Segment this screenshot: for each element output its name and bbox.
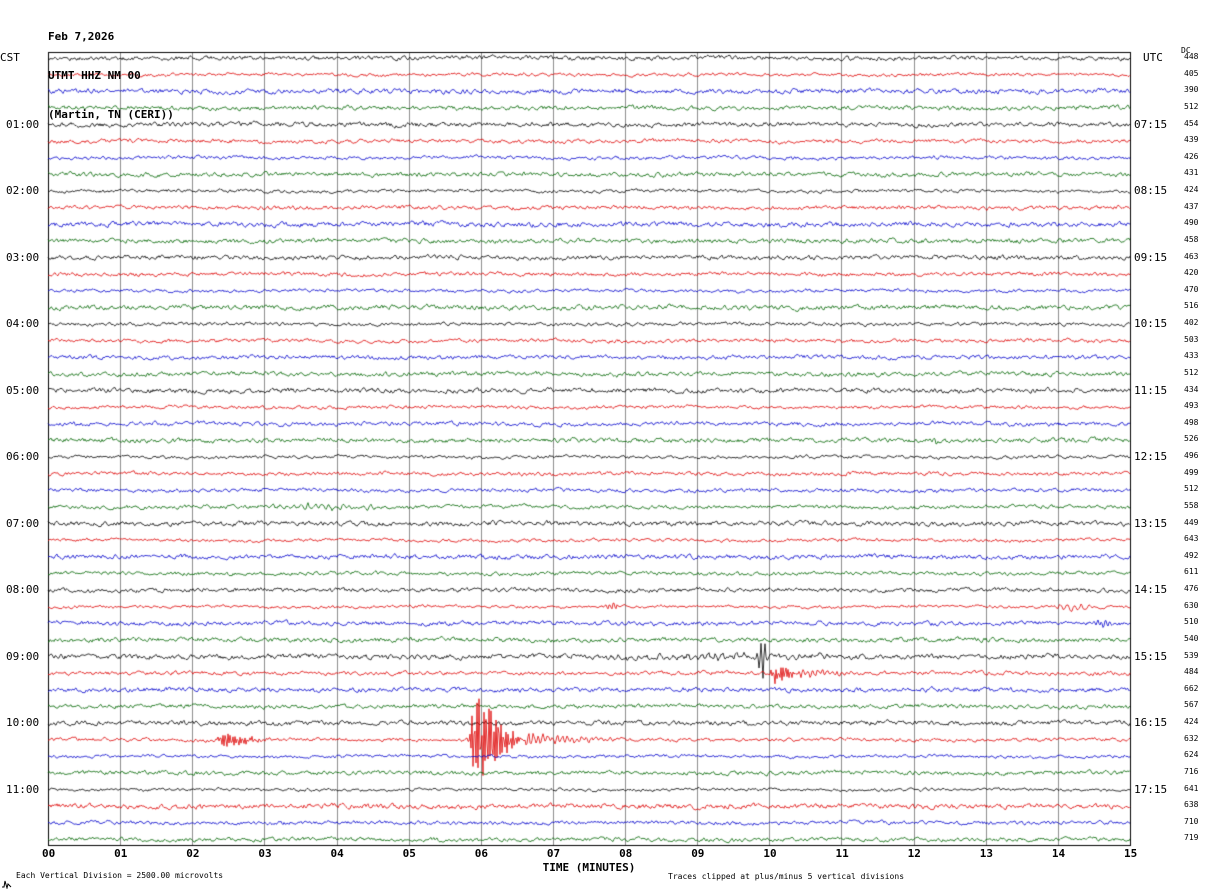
right-time-label: 10:15	[1134, 317, 1168, 331]
x-tick-label: 08	[619, 847, 633, 860]
x-tick-label: 11	[835, 847, 849, 860]
dc-value: 526	[1184, 434, 1199, 444]
dc-value: 567	[1184, 700, 1199, 710]
dc-value: 484	[1184, 667, 1199, 677]
dc-value: 641	[1184, 783, 1199, 793]
dc-value: 449	[1184, 517, 1199, 527]
scale-note: Each Vertical Division = 2500.00 microvo…	[16, 871, 224, 880]
x-tick-label: 06	[474, 847, 489, 860]
left-time-label: 06:00	[6, 450, 40, 464]
dc-column-header: DC	[1181, 46, 1191, 55]
header-station: UTMT HHZ NM 00	[48, 69, 141, 82]
dc-value: 448	[1184, 52, 1199, 61]
dc-value: 512	[1184, 367, 1199, 377]
left-time-label: 02:00	[6, 184, 40, 198]
dc-value: 420	[1184, 268, 1199, 278]
dc-value: 638	[1184, 800, 1199, 810]
right-time-label: UTC	[1143, 51, 1163, 64]
right-time-label: 12:15	[1134, 450, 1168, 464]
dc-value: 458	[1184, 234, 1199, 244]
x-tick-label: 02	[186, 847, 200, 860]
x-tick-label: 15	[1124, 847, 1138, 860]
dc-value: 490	[1184, 218, 1199, 228]
dc-value: 493	[1184, 401, 1199, 411]
dc-value: 390	[1184, 85, 1199, 95]
x-axis-title: TIME (MINUTES)	[542, 861, 636, 874]
x-tick-label: 12	[907, 847, 921, 860]
left-time-label: 05:00	[6, 383, 40, 397]
header: Feb 7,2026 UTMT HHZ NM 00 (Martin, TN (C…	[48, 4, 174, 134]
right-time-label: 11:15	[1134, 383, 1168, 397]
right-time-label: 14:15	[1134, 583, 1168, 597]
dc-value: 710	[1184, 816, 1199, 826]
dc-value: 643	[1184, 534, 1199, 544]
right-time-label: 13:15	[1134, 516, 1168, 530]
x-tick-label: 13	[979, 847, 993, 860]
dc-value: 716	[1184, 766, 1199, 776]
left-time-label: 11:00	[6, 782, 40, 796]
dc-value: 496	[1184, 451, 1199, 461]
right-time-label: 08:15	[1134, 184, 1168, 198]
dc-value: 470	[1184, 284, 1199, 294]
dc-value: 540	[1184, 633, 1199, 643]
x-tick-label: 07	[546, 847, 561, 860]
x-tick-label: 01	[114, 847, 128, 860]
dc-value: 454	[1184, 118, 1199, 128]
dc-value: 402	[1184, 318, 1199, 328]
right-time-label: 09:15	[1134, 250, 1168, 264]
dc-value: 499	[1184, 467, 1199, 477]
dc-value: 516	[1184, 301, 1199, 311]
dc-value: 463	[1184, 251, 1199, 261]
x-tick-label: 03	[258, 847, 272, 860]
left-time-label: 10:00	[6, 716, 40, 730]
right-time-label: 07:15	[1134, 117, 1168, 131]
dc-value: 424	[1184, 717, 1199, 727]
dc-value: 426	[1184, 151, 1199, 161]
dc-value: 476	[1184, 584, 1199, 594]
dc-value: 611	[1184, 567, 1199, 577]
dc-value: 624	[1184, 750, 1199, 760]
dc-value: 558	[1184, 500, 1199, 510]
clip-note: Traces clipped at plus/minus 5 vertical …	[668, 872, 905, 881]
right-time-label: 15:15	[1134, 649, 1168, 663]
left-time-label: 01:00	[6, 117, 40, 131]
x-tick-label: 10	[763, 847, 777, 860]
dc-value: 498	[1184, 417, 1199, 427]
dc-value: 510	[1184, 617, 1199, 627]
dc-value: 503	[1184, 334, 1199, 344]
dc-value: 512	[1184, 484, 1199, 494]
dc-value: 437	[1184, 201, 1199, 211]
x-tick-label: 09	[691, 847, 705, 860]
dc-value: 405	[1184, 68, 1199, 78]
left-time-label: CST	[0, 51, 20, 64]
right-time-label: 17:15	[1134, 782, 1168, 796]
dc-value: 719	[1184, 833, 1199, 843]
right-time-label: 16:15	[1134, 716, 1168, 730]
dc-value: 632	[1184, 733, 1199, 743]
x-tick-label: 00	[42, 847, 56, 860]
dc-value: 512	[1184, 101, 1199, 111]
dc-value: 434	[1184, 384, 1199, 394]
dc-value: 630	[1184, 600, 1199, 610]
left-time-label: 07:00	[6, 516, 40, 530]
header-location: (Martin, TN (CERI))	[48, 108, 174, 121]
x-tick-label: 04	[330, 847, 344, 860]
left-time-label: 04:00	[6, 317, 40, 331]
dc-value: 424	[1184, 185, 1199, 195]
dc-value: 439	[1184, 135, 1199, 145]
left-time-label: 09:00	[6, 649, 40, 663]
scale-mark-icon	[2, 874, 12, 893]
x-tick-label: 14	[1051, 847, 1066, 860]
x-tick-label: 05	[402, 847, 416, 860]
dc-value: 539	[1184, 650, 1199, 660]
left-time-label: 08:00	[6, 583, 40, 597]
dc-value: 492	[1184, 550, 1199, 560]
dc-value: 431	[1184, 168, 1199, 178]
dc-value: 662	[1184, 683, 1199, 693]
header-date: Feb 7,2026	[48, 30, 115, 43]
left-time-label: 03:00	[6, 250, 40, 264]
dc-value: 433	[1184, 351, 1199, 361]
